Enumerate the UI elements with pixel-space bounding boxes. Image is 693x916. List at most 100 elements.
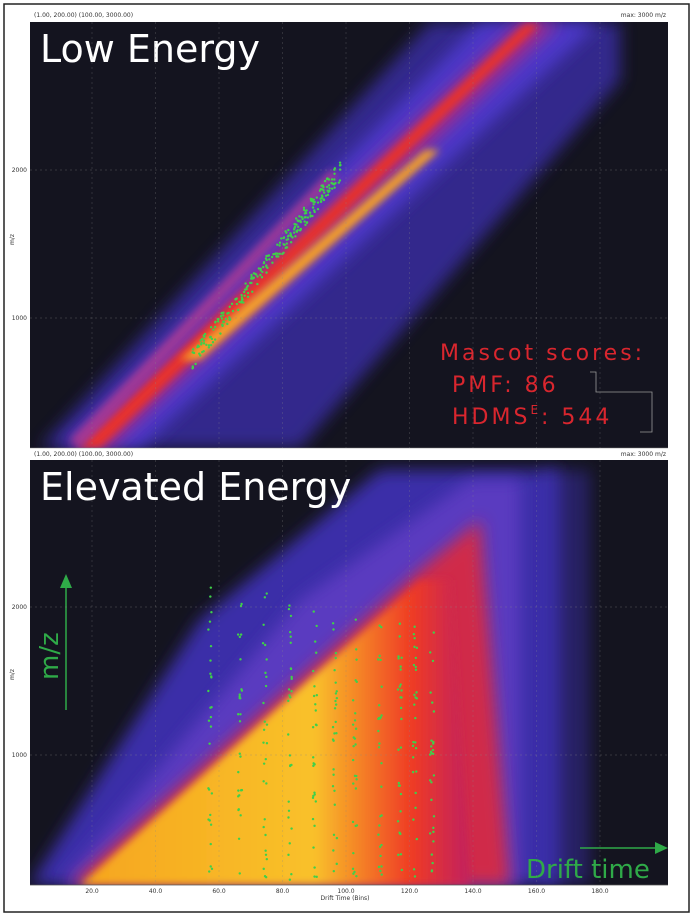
peak-dot [313, 791, 316, 794]
peak-dot [333, 789, 336, 792]
peak-dot [354, 787, 358, 790]
peak-dot [399, 810, 402, 813]
peak-dot [334, 703, 338, 706]
score-heading: Mascot scores: [440, 341, 645, 366]
peak-dot [400, 696, 403, 699]
peak-dot [271, 261, 274, 264]
x-tick-label: 180.0 [591, 888, 608, 895]
panel-title: Low Energy [40, 27, 260, 71]
peak-dot [378, 824, 381, 827]
peak-dot [262, 762, 266, 765]
peak-dot [399, 853, 403, 856]
peak-dot [429, 691, 432, 694]
peak-dot [334, 656, 337, 660]
peak-dot [378, 742, 381, 745]
peak-dot [414, 806, 417, 810]
peak-dot [399, 706, 403, 710]
peak-dot [236, 308, 240, 312]
peak-dot [313, 866, 316, 869]
peak-dot [282, 251, 285, 254]
peak-dot [198, 352, 201, 355]
peak-dot [412, 632, 416, 636]
peak-dot [355, 648, 358, 651]
peak-dot [295, 230, 299, 234]
peak-dot [415, 837, 418, 841]
peak-dot [290, 690, 293, 693]
peak-dot [222, 311, 225, 314]
peak-dot [191, 348, 195, 351]
peak-dot [239, 658, 242, 661]
peak-dot [332, 849, 335, 852]
peak-dot [396, 820, 400, 823]
peak-dot [338, 161, 342, 164]
peak-dot [288, 754, 292, 757]
peak-dot [311, 796, 315, 800]
peak-dot [305, 221, 309, 225]
peak-dot [316, 207, 320, 211]
peak-dot [262, 728, 266, 731]
peak-dot [322, 198, 325, 201]
peak-dot [355, 680, 358, 684]
peak-dot [289, 667, 293, 671]
peak-dot [397, 781, 401, 785]
peak-dot [314, 709, 317, 712]
peak-dot [237, 808, 240, 812]
peak-dot [331, 738, 335, 741]
x-tick-label: 20.0 [85, 888, 99, 895]
peak-dot [432, 840, 435, 843]
peak-dot [411, 756, 415, 759]
peak-dot [334, 651, 338, 655]
x-tick-label: 100.0 [337, 888, 354, 895]
peak-dot [432, 774, 436, 777]
peak-dot [377, 717, 380, 721]
peak-dot [352, 744, 355, 748]
peak-dot [290, 677, 293, 681]
peak-dot [325, 185, 329, 189]
peak-dot [354, 712, 357, 715]
peak-dot [250, 273, 253, 277]
frame [3, 3, 690, 913]
peak-dot [378, 845, 382, 848]
peak-dot [277, 255, 280, 258]
peak-dot [287, 809, 291, 812]
peak-dot [238, 752, 241, 755]
peak-dot [262, 825, 265, 829]
peak-dot [415, 691, 418, 694]
peak-dot [315, 694, 319, 697]
peak-dot [399, 668, 402, 671]
peak-dot [308, 211, 312, 214]
peak-dot [316, 201, 320, 204]
peak-dot [331, 785, 335, 788]
peak-dot [261, 642, 265, 645]
peak-dot [239, 633, 243, 636]
peak-dot [293, 223, 297, 226]
peak-dot [290, 873, 293, 876]
peak-dot [288, 878, 292, 881]
peak-dot [400, 656, 403, 659]
peak-dot [199, 339, 202, 342]
panel-header: max: 3000 m/z [621, 12, 666, 19]
peak-dot [278, 244, 281, 247]
peak-dot [290, 763, 293, 767]
peak-dot [428, 832, 432, 835]
peak-dot [227, 311, 230, 315]
y-tick-label: 1000 [12, 752, 27, 759]
peak-dot [294, 217, 298, 220]
peak-dot [412, 818, 415, 821]
peak-dot [314, 800, 318, 803]
x-tick-label: 160.0 [528, 888, 545, 895]
peak-dot [217, 317, 220, 321]
peak-dot [413, 875, 417, 878]
peak-dot [289, 630, 292, 634]
peak-dot [303, 220, 306, 223]
peak-dot [245, 286, 248, 289]
peak-dot [287, 853, 290, 857]
peak-dot [432, 631, 435, 634]
peak-dot [297, 219, 300, 223]
peak-dot [276, 252, 279, 255]
peak-dot [266, 254, 270, 257]
peak-dot [414, 656, 418, 660]
peak-dot [377, 729, 380, 733]
peak-dot [315, 624, 318, 628]
peak-dot [430, 739, 433, 742]
